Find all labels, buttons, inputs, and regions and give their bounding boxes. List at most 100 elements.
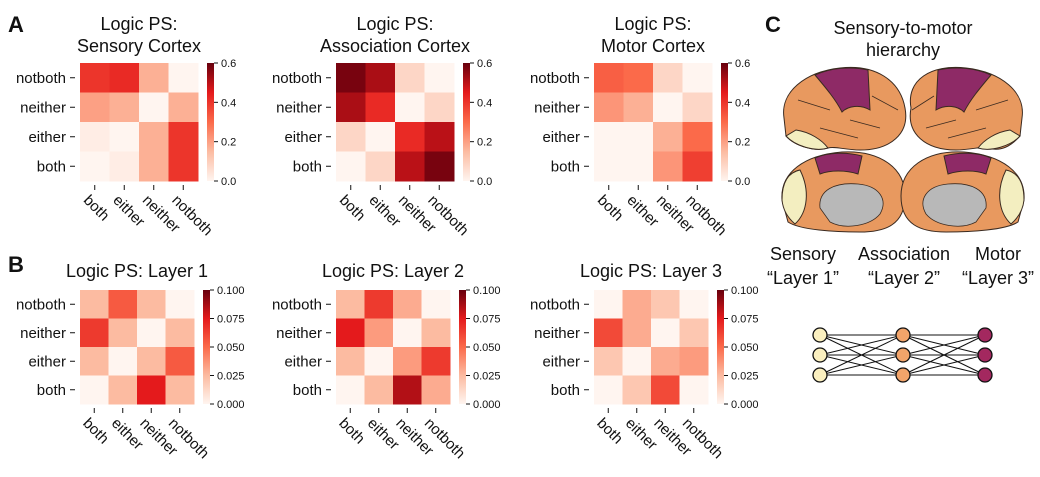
heatmap-title: Logic PS: Layer 1 <box>66 261 208 281</box>
heatmap-cell <box>594 290 623 319</box>
colorbar-label: 0.075 <box>731 314 759 326</box>
row-label: neither <box>20 99 66 116</box>
heatmap-cell <box>364 318 394 348</box>
heatmap-title: Logic PS: <box>356 14 433 34</box>
heatmap-title: Logic PS: <box>614 14 691 34</box>
heatmap-cell <box>80 347 109 376</box>
colorbar-label: 0.050 <box>731 342 759 354</box>
heatmap-4: Logic PS: Layer 1notbothneithereitherbot… <box>16 261 245 462</box>
heatmap-cell <box>651 375 680 405</box>
heatmap-cell <box>682 63 713 93</box>
heatmap-cell <box>139 63 169 93</box>
network-node <box>977 367 993 383</box>
network-node <box>895 367 911 383</box>
heatmap-cell <box>421 347 451 376</box>
layer1-label: “Layer 1” <box>767 268 839 288</box>
network-edge <box>902 334 986 376</box>
heatmap-cell <box>137 347 166 376</box>
heatmap-cell <box>653 151 683 182</box>
heatmap-cell <box>651 290 680 319</box>
heatmap-2: Logic PS:Association Cortex notboth neithe… <box>272 14 492 239</box>
colorbar <box>459 290 466 404</box>
row-label: neither <box>534 325 580 342</box>
panel-label-b: B <box>8 252 24 277</box>
heatmap-cell <box>393 290 422 319</box>
colorbar-label: 0.025 <box>473 371 501 383</box>
row-label: neither <box>20 325 66 342</box>
heatmap-cell <box>622 318 652 348</box>
motor-label: Motor <box>975 244 1021 264</box>
heatmap-cell <box>80 318 109 348</box>
col-label: both <box>594 192 627 225</box>
heatmap-cell <box>168 92 199 123</box>
col-label: either <box>623 192 662 231</box>
heatmap-cell <box>108 290 138 319</box>
colorbar <box>463 63 470 181</box>
heatmap-cell <box>108 375 138 405</box>
colorbar-label: 0.100 <box>731 285 759 297</box>
heatmap-cell <box>679 375 709 405</box>
panel-label-c: C <box>765 12 781 37</box>
colorbar-label: 0.000 <box>731 399 759 411</box>
colorbar-label: 0.000 <box>217 399 245 411</box>
heatmap-cell <box>682 122 713 152</box>
sensory-label: Sensory <box>770 244 836 264</box>
heatmap-cell <box>137 375 166 405</box>
row-label: notboth <box>530 70 580 87</box>
panel-label-a: A <box>8 12 24 37</box>
heatmap-cell <box>424 122 455 152</box>
layer3-label: “Layer 3” <box>962 268 1034 288</box>
heatmap-cell <box>623 63 654 93</box>
heatmap-cell <box>623 122 654 152</box>
row-label: both <box>293 158 322 175</box>
heatmap-title: Logic PS: Layer 2 <box>322 261 464 281</box>
heatmap-cell <box>364 375 394 405</box>
heatmap-cell <box>424 92 455 123</box>
col-label: both <box>335 415 368 448</box>
brain-medial-left <box>781 151 906 233</box>
colorbar-label: 0.075 <box>217 314 245 326</box>
network-node <box>895 327 911 343</box>
row-label: both <box>551 158 580 175</box>
colorbar-label: 0.6 <box>477 58 492 70</box>
heatmap-5: Logic PS: Layer 2notbothneithereitherbot… <box>272 261 501 462</box>
heatmap-cell <box>421 290 451 319</box>
heatmap-cell <box>108 318 138 348</box>
heatmap-cell <box>80 92 110 123</box>
heatmap-title: Association Cortex <box>320 36 470 56</box>
heatmap-cell <box>653 63 683 93</box>
heatmap-cell <box>108 347 138 376</box>
row-label: either <box>542 129 580 146</box>
heatmap-cell <box>424 63 455 93</box>
heatmap-cell <box>365 122 396 152</box>
heatmap-cell <box>109 92 140 123</box>
panel-c-hierarchy: Sensory-to-motor hierarchy S <box>767 18 1034 383</box>
heatmap-cell <box>651 347 680 376</box>
heatmap-cell <box>336 122 366 152</box>
heatmap-cell <box>679 347 709 376</box>
heatmap-cell <box>364 347 394 376</box>
heatmap-cell <box>395 92 425 123</box>
hierarchy-title-line1: Sensory-to-motor <box>833 18 972 38</box>
heatmap-cell <box>109 63 140 93</box>
colorbar <box>207 63 214 181</box>
network-edge <box>819 354 904 376</box>
heatmap-cell <box>594 122 624 152</box>
heatmap-cell <box>165 318 195 348</box>
heatmap-cell <box>165 290 195 319</box>
col-label: both <box>79 415 112 448</box>
heatmap-cell <box>165 347 195 376</box>
heatmap-cell <box>109 151 140 182</box>
network-node <box>812 327 828 343</box>
colorbar-label: 0.075 <box>473 314 501 326</box>
row-label: either <box>28 129 66 146</box>
heatmap-cell <box>393 318 422 348</box>
colorbar-label: 0.6 <box>735 58 750 70</box>
colorbar-label: 0.4 <box>477 97 492 109</box>
heatmap-cell <box>336 347 365 376</box>
col-label: both <box>336 192 369 225</box>
colorbar-label: 0.2 <box>477 137 492 149</box>
row-label: either <box>284 353 322 370</box>
heatmap-6: Logic PS: Layer 3notbothneithereitherbot… <box>530 261 759 462</box>
colorbar-label: 0.025 <box>731 371 759 383</box>
